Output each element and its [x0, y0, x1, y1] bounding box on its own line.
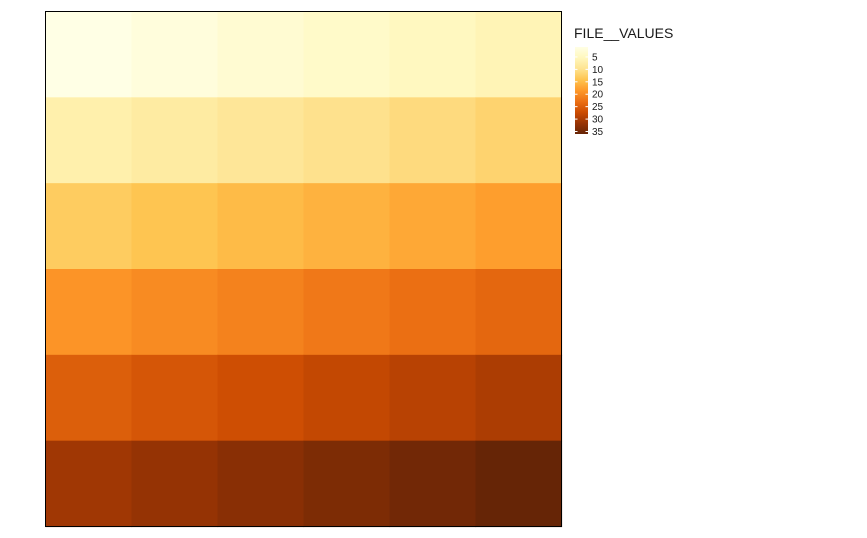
plot-panel-border: [45, 11, 562, 527]
heatmap-cell-r6-c5: [389, 440, 477, 528]
heatmap-cell-r2-c2: [131, 97, 219, 184]
legend-tick-label-30: 30: [592, 115, 604, 126]
heatmap-cell-r5-c3: [217, 354, 305, 442]
heatmap-cell-r4-c4: [303, 269, 391, 356]
legend-colorbar: [575, 47, 588, 134]
heatmap-cell-r2-c5: [389, 97, 477, 184]
heatmap-cell-r4-c5: [389, 269, 477, 356]
heatmap-cell-r2-c6: [475, 97, 563, 184]
heatmap-cell-r4-c3: [217, 269, 305, 356]
legend-tick-label-20: 20: [592, 90, 604, 101]
heatmap-cell-r5-c5: [389, 354, 477, 442]
heatmap-cell-r5-c4: [303, 354, 391, 442]
heatmap-cell-r3-c3: [217, 183, 305, 270]
heatmap-cell-r1-c5: [389, 11, 477, 98]
heatmap-cell-r3-c1: [45, 183, 133, 270]
heatmap-cell-r4-c2: [131, 269, 219, 356]
heatmap-cell-r6-c4: [303, 440, 391, 528]
heatmap-cell-r1-c2: [131, 11, 219, 98]
heatmap-cell-r5-c2: [131, 354, 219, 442]
heatmap-cell-r3-c2: [131, 183, 219, 270]
heatmap-cell-r6-c1: [45, 440, 133, 528]
heatmap-cell-r3-c5: [389, 183, 477, 270]
heatmap-cell-r5-c6: [475, 354, 563, 442]
heatmap-cell-r2-c1: [45, 97, 133, 184]
heatmap-cell-r6-c2: [131, 440, 219, 528]
heatmap-cell-r3-c4: [303, 183, 391, 270]
legend-tick-label-15: 15: [592, 77, 604, 88]
heatmap-cell-r3-c6: [475, 183, 563, 270]
heatmap-cell-r6-c6: [475, 440, 563, 528]
heatmap-cell-r4-c1: [45, 269, 133, 356]
heatmap-cell-r1-c3: [217, 11, 305, 98]
legend-title: FILE__VALUES: [574, 25, 673, 41]
legend-tick-label-10: 10: [592, 65, 604, 76]
heatmap-cell-r1-c1: [45, 11, 133, 98]
heatmap-cell-r2-c4: [303, 97, 391, 184]
legend-tick-label-35: 35: [592, 127, 604, 138]
heatmap-cell-r6-c3: [217, 440, 305, 528]
heatmap-cell-r1-c6: [475, 11, 563, 98]
heatmap-cell-r2-c3: [217, 97, 305, 184]
legend-tick-label-5: 5: [592, 52, 598, 63]
legend-tick-label-25: 25: [592, 102, 604, 113]
heatmap-cell-r5-c1: [45, 354, 133, 442]
heatmap-cell-r1-c4: [303, 11, 391, 98]
heatmap-cells: [45, 11, 563, 528]
heatmap-cell-r4-c6: [475, 269, 563, 356]
